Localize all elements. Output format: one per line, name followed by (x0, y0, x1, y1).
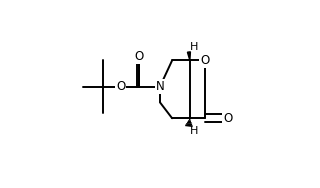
Text: N: N (156, 80, 164, 93)
Polygon shape (188, 52, 190, 60)
Text: H: H (190, 42, 198, 52)
Text: O: O (223, 112, 232, 125)
Text: H: H (190, 126, 198, 136)
Text: O: O (116, 80, 125, 93)
Text: O: O (135, 50, 144, 63)
Text: O: O (200, 54, 209, 67)
